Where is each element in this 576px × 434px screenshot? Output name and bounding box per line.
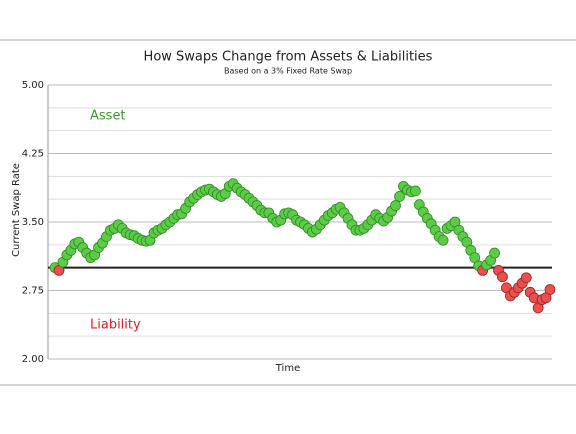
data-point <box>497 271 508 283</box>
y-tick-label: 4.25 <box>22 149 44 160</box>
x-axis-label: Time <box>275 363 300 374</box>
chart-title: How Swaps Change from Assets & Liabiliti… <box>144 50 433 65</box>
data-point <box>390 200 401 211</box>
annotation: Asset <box>90 109 126 124</box>
data-point <box>544 284 556 295</box>
y-tick-label: 5.00 <box>22 80 44 91</box>
y-axis-label: Current Swap Rate <box>11 163 22 257</box>
data-point <box>409 185 421 197</box>
y-tick-label: 2.75 <box>22 286 44 297</box>
chart-subtitle: Based on a 3% Fixed Rate Swap <box>224 67 352 76</box>
y-tick-label: 2.00 <box>22 354 44 365</box>
data-point <box>520 272 532 284</box>
y-tick-label: 3.50 <box>22 217 44 228</box>
annotation: Liability <box>90 318 141 333</box>
data-point <box>394 191 405 202</box>
data-point <box>437 234 449 246</box>
data-point <box>489 247 500 259</box>
